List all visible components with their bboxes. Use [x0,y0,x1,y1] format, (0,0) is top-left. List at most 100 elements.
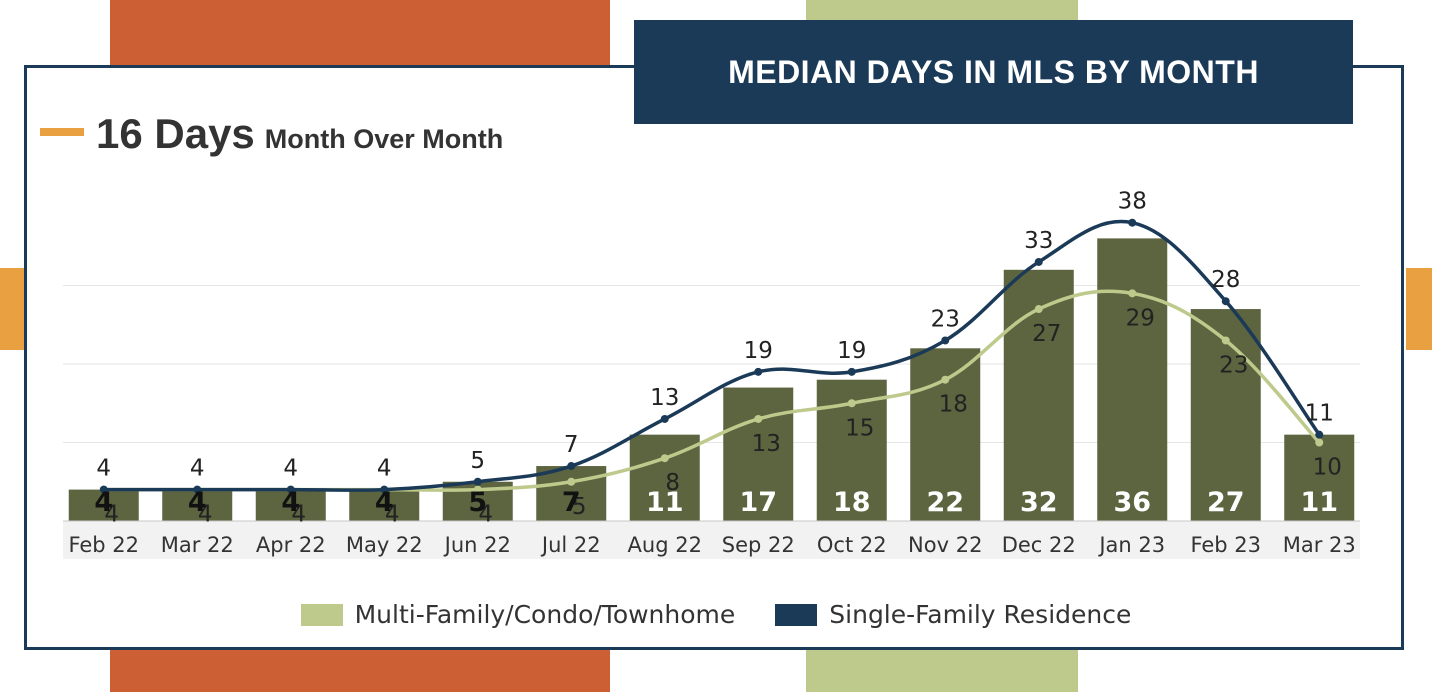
x-tick-label: Nov 22 [908,533,982,557]
bar [349,489,420,521]
point-multi-family [1315,438,1324,447]
point-single-family [754,367,763,376]
point-multi-family [1128,289,1137,298]
data-label-multi-family: 23 [1219,352,1248,378]
deco-orange-left [0,268,24,350]
point-multi-family [847,399,856,408]
x-tick-label: Aug 22 [628,533,702,557]
data-label-single-family: 19 [837,338,866,364]
deco-orange-right [1406,268,1432,350]
data-label-bar: 27 [1207,487,1245,518]
point-single-family [567,462,576,471]
data-label-multi-family: 18 [939,392,968,418]
bar [162,489,233,521]
point-single-family [380,485,389,494]
legend-label-single-family: Single-Family Residence [829,600,1132,629]
data-label-single-family: 33 [1024,228,1053,254]
point-single-family [473,477,482,486]
point-multi-family [941,375,950,384]
deco-green-top [806,0,1078,20]
data-label-multi-family: 4 [478,502,493,528]
point-single-family [847,367,856,376]
point-single-family [660,414,669,423]
legend-label-multi-family: Multi-Family/Condo/Townhome [354,600,736,629]
point-single-family [1128,218,1137,227]
bar [723,387,794,521]
data-label-multi-family: 4 [104,502,119,528]
data-label-single-family: 28 [1211,267,1240,293]
x-tick-label: Oct 22 [817,533,887,557]
x-tick-label: Jun 22 [443,533,511,557]
point-single-family [941,336,950,345]
point-single-family [1315,430,1324,439]
data-label-single-family: 38 [1118,189,1147,215]
data-label-single-family: 4 [190,456,205,482]
point-multi-family [1034,305,1043,314]
data-label-bar: 36 [1113,487,1151,518]
bar [1097,238,1168,521]
data-label-single-family: 13 [650,385,679,411]
kpi-label: Month Over Month [264,124,504,154]
data-label-single-family: 7 [564,432,579,458]
point-multi-family [754,414,763,423]
data-label-single-family: 23 [931,306,960,332]
chart-legend: Multi-Family/Condo/Townhome Single-Famil… [0,600,1432,629]
data-label-multi-family: 8 [665,470,680,496]
x-axis-band [63,521,1360,559]
x-tick-label: Feb 23 [1190,533,1261,557]
bar [68,489,139,521]
point-single-family [99,485,108,494]
point-multi-family [1221,336,1230,345]
kpi-value: 16 Days [96,110,255,157]
x-tick-label: Mar 22 [161,533,234,557]
bar [1284,434,1355,521]
data-label-single-family: 11 [1305,401,1334,427]
point-multi-family [660,454,669,463]
x-tick-label: Jul 22 [540,533,601,557]
legend-item-single-family: Single-Family Residence [775,600,1131,629]
data-label-multi-family: 27 [1032,321,1061,347]
data-label-multi-family: 13 [752,431,781,457]
point-single-family [193,485,202,494]
x-tick-label: Dec 22 [1002,533,1076,557]
data-label-multi-family: 10 [1313,455,1342,481]
data-label-single-family: 19 [744,338,773,364]
legend-swatch-multi-family [300,603,343,626]
point-multi-family [473,485,482,494]
legend-swatch-single-family [775,603,818,626]
x-tick-label: Sep 22 [722,533,795,557]
data-label-bar: 11 [646,487,684,518]
data-label-multi-family: 5 [572,494,587,520]
chart-title: MEDIAN DAYS IN MLS BY MONTH [634,20,1353,124]
bar [536,466,607,521]
kpi-dash-icon [40,128,84,136]
data-label-bar: 4 [281,487,300,518]
data-label-single-family: 5 [470,448,485,474]
data-label-bar: 4 [188,487,207,518]
data-label-multi-family: 15 [845,415,874,441]
x-tick-label: May 22 [346,533,423,557]
deco-rust-top [110,0,610,66]
point-single-family [1221,297,1230,306]
x-tick-label: Mar 23 [1283,533,1356,557]
bar [255,489,326,521]
data-label-bar: 17 [739,487,777,518]
data-label-bar: 22 [926,487,964,518]
deco-rust-bottom [110,650,610,692]
data-label-multi-family: 4 [198,502,213,528]
x-tick-label: Feb 22 [68,533,139,557]
point-single-family [286,485,295,494]
data-label-bar: 4 [375,487,394,518]
deco-green-bottom [806,650,1078,692]
data-label-single-family: 4 [377,456,392,482]
x-tick-label: Jan 23 [1097,533,1165,557]
data-label-bar: 11 [1300,487,1338,518]
data-label-bar: 7 [562,487,581,518]
data-label-single-family: 4 [283,456,298,482]
x-tick-label: Apr 22 [256,533,326,557]
point-multi-family [567,477,576,486]
data-label-bar: 4 [94,487,113,518]
kpi-summary: 16 Days Month Over Month [40,110,503,158]
data-label-single-family: 4 [96,456,111,482]
